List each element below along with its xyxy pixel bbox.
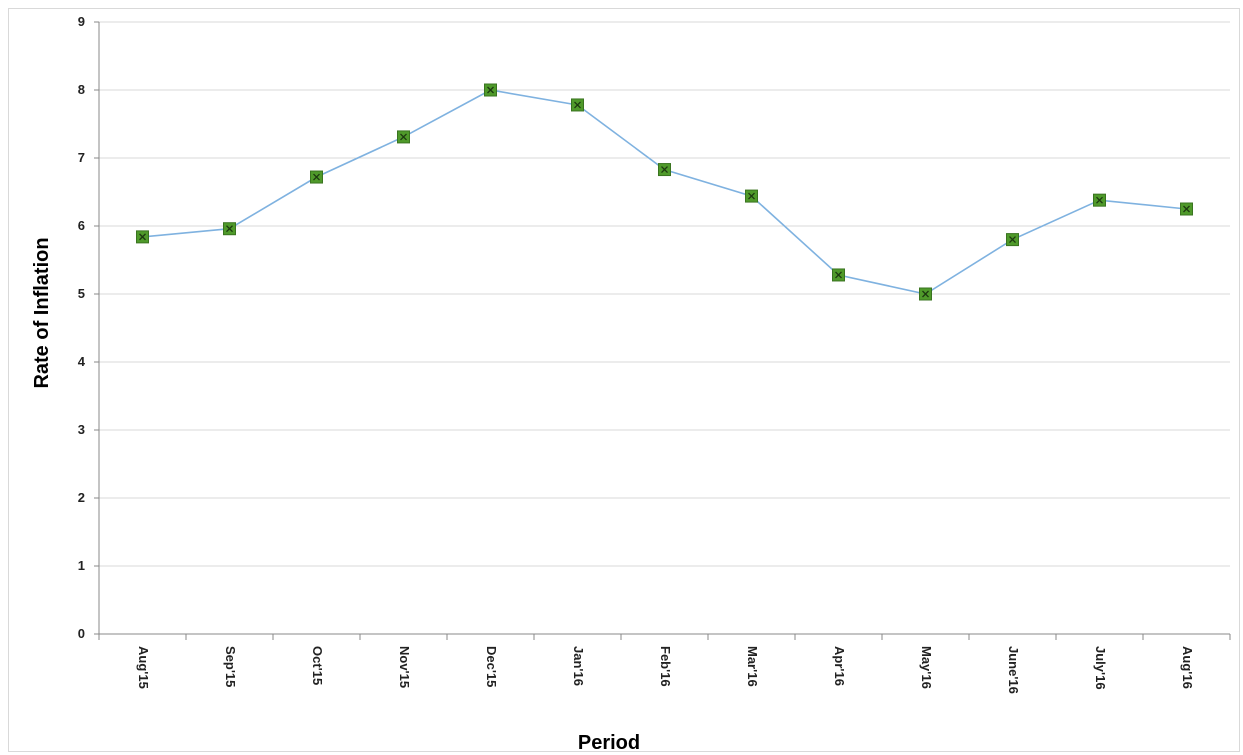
y-tick-label: 3 [78, 422, 85, 437]
x-tick-labels: Aug'15 Sep'15 Oct'15 Nov'15 Dec'15 Jan'16 Feb'… [136, 646, 1195, 694]
x-tick-label: May'16 [919, 646, 934, 689]
y-tick-label: 5 [78, 286, 85, 301]
data-point [745, 189, 758, 203]
data-point [397, 130, 410, 144]
data-point [310, 170, 323, 184]
y-tick-labels: 0 1 2 3 4 5 6 7 8 9 [78, 14, 86, 641]
y-tick-label: 1 [78, 558, 85, 573]
x-tick-label: Mar'16 [745, 646, 760, 687]
x-tick-label: Nov'15 [397, 646, 412, 688]
x-tick-label: Dec'15 [484, 646, 499, 687]
x-tick-label: Sep'15 [223, 646, 238, 687]
x-tick-label: Aug'16 [1180, 646, 1195, 689]
chart-frame [8, 8, 1240, 752]
data-point-cross [487, 86, 494, 94]
data-point [919, 287, 932, 301]
y-tick-label: 2 [78, 490, 85, 505]
x-tick-label: Feb'16 [658, 646, 673, 687]
x-tick-label: July'16 [1093, 646, 1108, 690]
data-point-cross [1183, 205, 1190, 213]
data-point-cross [835, 271, 842, 279]
axes [94, 21, 1231, 640]
x-tick-label: Aug'15 [136, 646, 151, 689]
y-tick-label: 6 [78, 218, 85, 233]
data-point-cross [1009, 236, 1016, 244]
data-point-cross [139, 233, 146, 241]
data-point [1093, 193, 1106, 207]
data-point [832, 268, 845, 282]
x-tick-label: Apr'16 [832, 646, 847, 686]
y-tick-label: 4 [78, 354, 86, 369]
y-tick-label: 7 [78, 150, 85, 165]
x-tick-label: Jan'16 [571, 646, 586, 686]
data-point [223, 222, 236, 236]
series-line [142, 89, 1187, 295]
data-point [1006, 233, 1019, 247]
data-point-cross [922, 290, 929, 298]
data-point [1180, 202, 1193, 216]
data-point [658, 163, 671, 177]
data-point-cross [1096, 196, 1103, 204]
y-axis-title: Rate of Inflation [31, 237, 53, 388]
data-point [136, 230, 149, 244]
data-point-cross [400, 133, 407, 141]
x-tick-label: Oct'15 [310, 646, 325, 685]
y-tick-label: 0 [78, 626, 85, 641]
data-point-cross [748, 192, 755, 200]
gridlines [99, 21, 1230, 567]
data-point [484, 83, 497, 97]
data-point-cross [313, 173, 320, 181]
y-tick-label: 8 [78, 82, 85, 97]
x-tick-label: June'16 [1006, 646, 1021, 694]
data-point-cross [661, 166, 668, 174]
x-axis-title: Period [578, 732, 640, 754]
y-tick-label: 9 [78, 14, 85, 29]
data-point-cross [574, 101, 581, 109]
data-point-cross [226, 225, 233, 233]
data-markers [136, 83, 1193, 301]
data-point [571, 98, 584, 112]
